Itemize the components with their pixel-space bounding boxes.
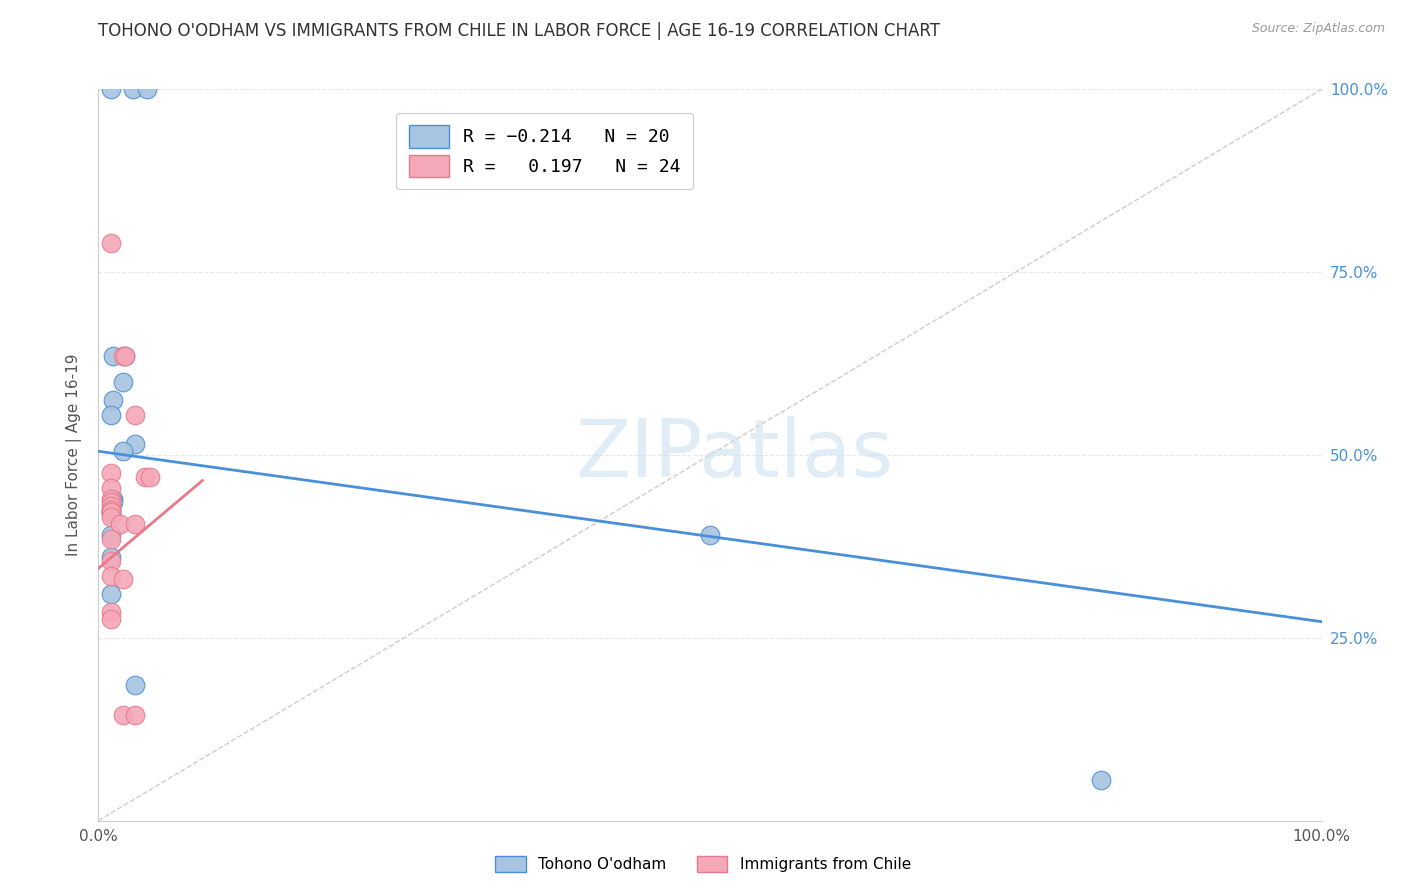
Point bbox=[100, 466, 122, 480]
Point bbox=[101, 393, 124, 408]
Text: TOHONO O'ODHAM VS IMMIGRANTS FROM CHILE IN LABOR FORCE | AGE 16-19 CORRELATION C: TOHONO O'ODHAM VS IMMIGRANTS FROM CHILE … bbox=[98, 22, 941, 40]
Point bbox=[124, 678, 146, 692]
Legend: R = −0.214   N = 20, R =   0.197   N = 24: R = −0.214 N = 20, R = 0.197 N = 24 bbox=[396, 113, 693, 189]
Point bbox=[101, 349, 124, 363]
Point bbox=[699, 528, 721, 542]
Point bbox=[111, 349, 134, 363]
Point bbox=[111, 572, 134, 586]
Point bbox=[101, 495, 124, 509]
Legend: Tohono O'odham, Immigrants from Chile: Tohono O'odham, Immigrants from Chile bbox=[488, 848, 918, 880]
Point bbox=[114, 349, 136, 363]
Point bbox=[111, 444, 134, 458]
Point bbox=[114, 349, 136, 363]
Point bbox=[100, 507, 122, 521]
Point bbox=[100, 510, 122, 524]
Point bbox=[124, 408, 146, 422]
Point bbox=[100, 550, 122, 565]
Point bbox=[100, 505, 122, 519]
Point bbox=[100, 503, 122, 517]
Point bbox=[100, 568, 122, 582]
Point bbox=[100, 408, 122, 422]
Point bbox=[100, 554, 122, 568]
Point bbox=[139, 470, 162, 484]
Point bbox=[124, 437, 146, 451]
Point bbox=[100, 499, 122, 513]
Point bbox=[100, 613, 122, 627]
Point bbox=[100, 481, 122, 495]
Point bbox=[100, 503, 122, 517]
Point bbox=[1090, 773, 1112, 788]
Point bbox=[100, 82, 122, 96]
Y-axis label: In Labor Force | Age 16-19: In Labor Force | Age 16-19 bbox=[66, 353, 83, 557]
Point bbox=[100, 532, 122, 546]
Point bbox=[100, 528, 122, 542]
Point bbox=[100, 235, 122, 250]
Point bbox=[134, 470, 156, 484]
Point bbox=[111, 707, 134, 722]
Point bbox=[100, 605, 122, 619]
Point bbox=[136, 82, 159, 96]
Point bbox=[124, 517, 146, 532]
Point bbox=[110, 517, 132, 532]
Point bbox=[121, 82, 143, 96]
Point bbox=[124, 707, 146, 722]
Point bbox=[101, 491, 124, 506]
Text: Source: ZipAtlas.com: Source: ZipAtlas.com bbox=[1251, 22, 1385, 36]
Point bbox=[111, 375, 134, 389]
Point bbox=[100, 587, 122, 601]
Point bbox=[100, 491, 122, 506]
Point bbox=[100, 495, 122, 509]
Point bbox=[100, 505, 122, 519]
Text: ZIPatlas: ZIPatlas bbox=[575, 416, 894, 494]
